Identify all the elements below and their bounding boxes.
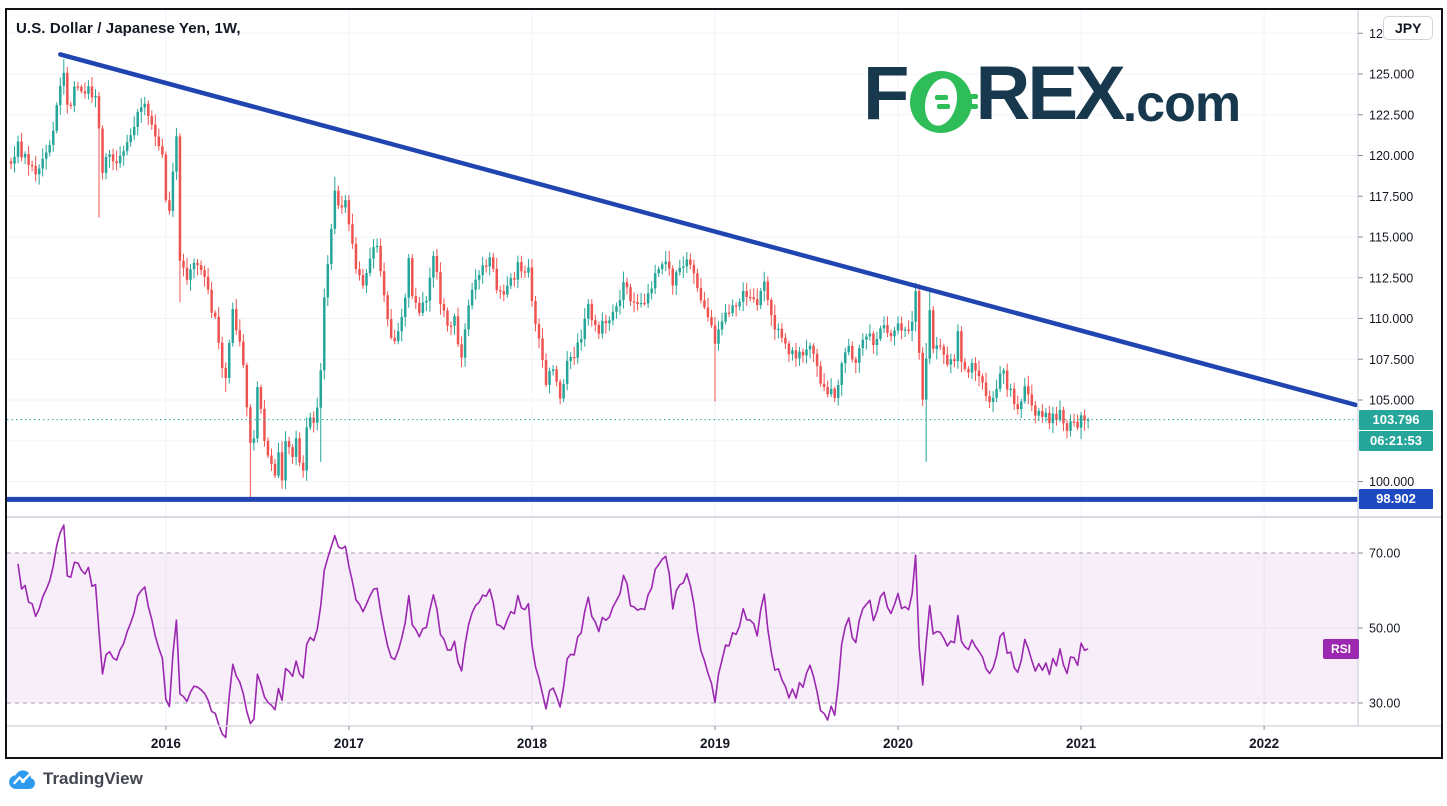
svg-text:70.00: 70.00 [1369, 547, 1400, 561]
forex-logo-com: .com [1122, 74, 1241, 133]
svg-text:117.500: 117.500 [1369, 190, 1413, 204]
svg-text:2019: 2019 [700, 736, 730, 751]
chart-frame: 127.500125.000122.500120.000117.500115.0… [5, 8, 1443, 759]
svg-text:2022: 2022 [1249, 736, 1279, 751]
forex-logo-o-icon [910, 71, 979, 133]
tradingview-attribution[interactable]: TradingView [8, 768, 143, 790]
tradingview-logo-icon [9, 770, 36, 790]
chart-canvas[interactable]: 127.500125.000122.500120.000117.500115.0… [7, 10, 1441, 757]
svg-text:2016: 2016 [151, 736, 182, 751]
svg-text:105.000: 105.000 [1369, 394, 1414, 408]
svg-text:122.500: 122.500 [1369, 108, 1414, 122]
price-scale: 127.500125.000122.500120.000117.500115.0… [1358, 27, 1414, 711]
currency-button[interactable]: JPY [1383, 16, 1434, 40]
rsi-line [17, 524, 1089, 739]
svg-text:110.000: 110.000 [1369, 312, 1413, 326]
countdown-badge: 06:21:53 [1359, 430, 1433, 451]
last-price-badge: 103.796 [1359, 409, 1433, 430]
svg-text:2017: 2017 [334, 736, 364, 751]
svg-text:30.00: 30.00 [1369, 697, 1400, 711]
grid-lines [7, 10, 1358, 726]
descending-trendline [58, 52, 1358, 408]
svg-text:125.000: 125.000 [1369, 68, 1414, 82]
svg-text:2018: 2018 [517, 736, 548, 751]
svg-text:2020: 2020 [883, 736, 913, 751]
svg-text:100.000: 100.000 [1369, 475, 1414, 489]
rsi-band [7, 552, 1358, 704]
symbol-title[interactable]: U.S. Dollar / Japanese Yen, 1W, [16, 20, 241, 37]
rsi-layer [17, 524, 1089, 739]
forex-watermark: F REX .com [863, 51, 1241, 136]
pane-separators [7, 10, 1441, 727]
support-price-badge: 98.902 [1359, 489, 1433, 510]
svg-text:50.00: 50.00 [1369, 622, 1400, 636]
svg-text:115.000: 115.000 [1369, 231, 1413, 245]
forex-logo-f: F [863, 51, 909, 136]
svg-text:2021: 2021 [1066, 736, 1097, 751]
candles-layer [9, 59, 1090, 500]
rsi-badge: RSI [1323, 638, 1359, 659]
svg-text:107.500: 107.500 [1369, 353, 1414, 367]
time-scale: 2016 2017 2018 2019 2020 2021 2022 [151, 726, 1279, 751]
drawings-layer [7, 52, 1358, 502]
tradingview-label: TradingView [43, 769, 143, 788]
forex-logo-rex: REX [975, 51, 1125, 136]
svg-text:112.500: 112.500 [1369, 271, 1413, 285]
svg-text:120.000: 120.000 [1369, 149, 1414, 163]
